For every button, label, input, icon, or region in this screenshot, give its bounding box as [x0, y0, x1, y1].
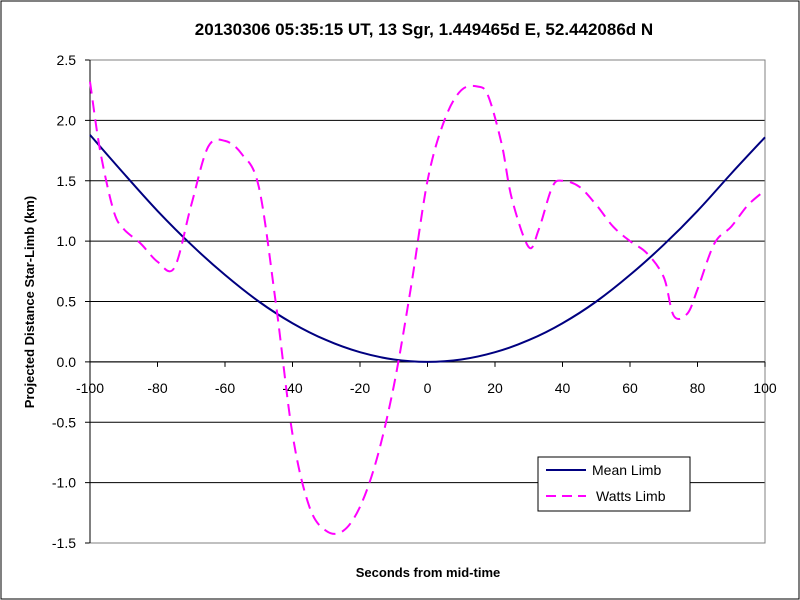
y-tick-label: -1.0 — [52, 475, 76, 491]
x-tick-label: -100 — [76, 380, 104, 396]
x-tick-label: 40 — [555, 380, 571, 396]
y-tick-label: 0.0 — [57, 354, 77, 370]
legend-label-mean-limb: Mean Limb — [592, 462, 661, 478]
x-axis-title: Seconds from mid-time — [356, 565, 500, 580]
legend: Mean Limb Watts Limb — [537, 456, 691, 512]
x-tick-label: 80 — [690, 380, 706, 396]
y-axis-title: Projected Distance Star-Limb (km) — [22, 196, 37, 408]
y-tick-label: 0.5 — [57, 294, 77, 310]
x-tick-label: -60 — [215, 380, 235, 396]
legend-box — [537, 456, 691, 512]
series-line-watts-limb — [89, 81, 766, 535]
y-tick-label: -1.5 — [52, 535, 76, 551]
x-tick-label: 20 — [487, 380, 503, 396]
x-tick-label: -20 — [350, 380, 370, 396]
chart-title: 20130306 05:35:15 UT, 13 Sgr, 1.449465d … — [195, 20, 653, 39]
x-tick-label: 100 — [753, 380, 777, 396]
y-tick-label: 1.5 — [57, 173, 77, 189]
x-tick-label: -80 — [147, 380, 167, 396]
y-tick-label: 2.5 — [57, 52, 77, 68]
y-tick-label: 1.0 — [57, 233, 77, 249]
plot-area: 2.5 2.0 1.5 1.0 0.5 0.0 -0.5 -1.0 -1.5 -100 -80 -60… — [52, 52, 777, 551]
y-tick-label: -0.5 — [52, 414, 76, 430]
x-tick-label: 0 — [424, 380, 432, 396]
y-tick-label: 2.0 — [57, 112, 77, 128]
series-line-mean-limb — [89, 134, 766, 363]
x-tick-label: 60 — [622, 380, 638, 396]
legend-label-watts-limb: Watts Limb — [596, 488, 666, 504]
